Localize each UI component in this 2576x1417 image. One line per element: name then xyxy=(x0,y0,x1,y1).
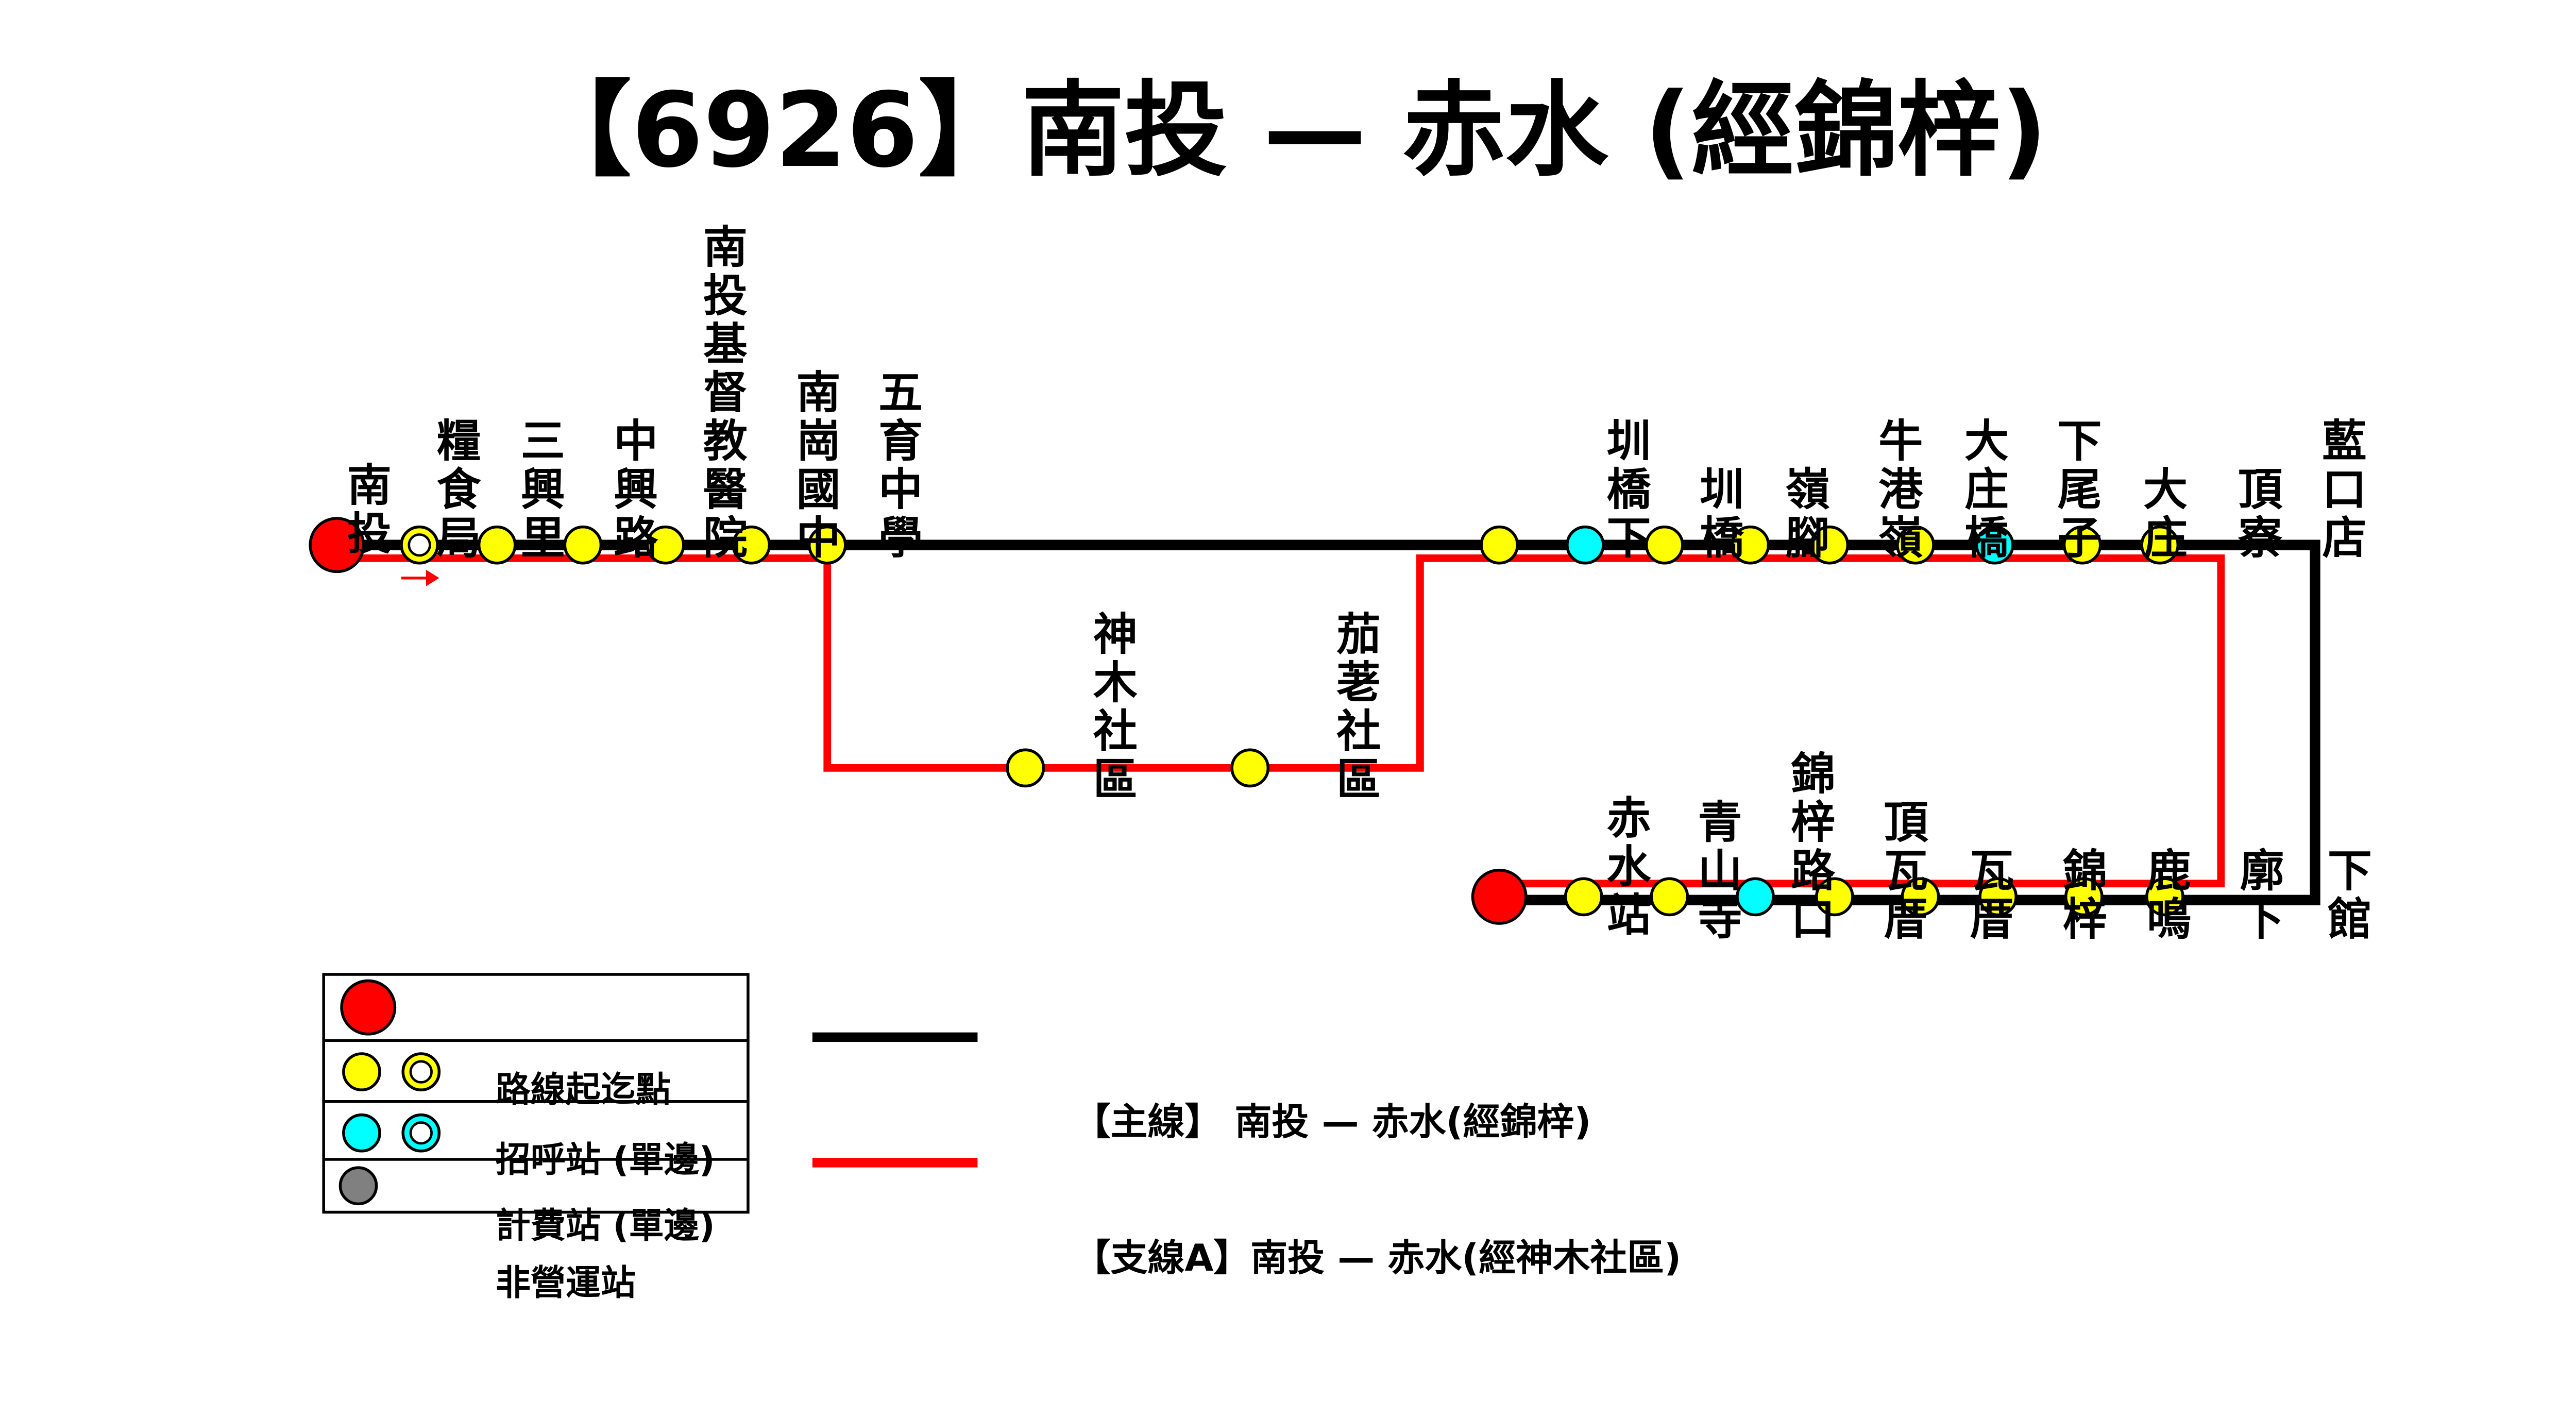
station-label: 南崗國中 xyxy=(788,368,840,563)
station-marker-stop xyxy=(2145,877,2184,917)
station-marker-stop xyxy=(477,525,517,565)
station-label: 錦梓路口 xyxy=(1783,750,1835,944)
station-marker-stop xyxy=(1006,748,1045,788)
legend-line-label: 【主線】 南投 — 赤水(經錦梓) xyxy=(1073,1100,1591,1143)
legend-terminal-icon xyxy=(340,979,397,1036)
station-marker-stop xyxy=(1901,877,1940,917)
station-label: 圳橋下 xyxy=(1598,417,1650,563)
station-label: 瓦厝 xyxy=(1961,847,2013,944)
station-label: 青山寺 xyxy=(1690,798,1742,944)
station-label: 廓下 xyxy=(2232,847,2284,944)
station-label: 大庄 xyxy=(2135,465,2187,563)
station-marker-fare xyxy=(1736,877,1775,917)
station-marker-stop xyxy=(1650,877,1689,917)
station-marker-stop xyxy=(2140,525,2180,565)
station-marker-stop xyxy=(807,525,847,565)
page-title: 【6926】南投 — 赤水 (經錦梓) xyxy=(528,71,2048,191)
station-marker-stop xyxy=(1645,525,1684,565)
station-label: 藍口店 xyxy=(2314,417,2366,563)
station-marker-terminal xyxy=(1471,868,1528,925)
station-label: 五育中學 xyxy=(870,368,922,563)
legend-symbol-label: 非營運站 xyxy=(495,1263,636,1304)
station-marker-fare xyxy=(1975,525,2014,565)
legend-symbol-label: 計費站 (單邊) xyxy=(495,1206,715,1247)
station-label: 嶺腳 xyxy=(1777,465,1829,563)
station-label: 茄荖社區 xyxy=(1328,610,1380,804)
station-label: 糧食局 xyxy=(428,417,480,563)
station-label: 頂寮 xyxy=(2230,465,2282,563)
arrow-right-icon xyxy=(426,569,439,586)
station-marker-stop xyxy=(2064,877,2104,917)
one-way-marker xyxy=(408,533,431,557)
legend-inactive-icon xyxy=(338,1166,378,1206)
station-marker-stop xyxy=(1815,877,1854,917)
legend-stop-icon xyxy=(342,1052,381,1091)
one-way-marker xyxy=(409,1060,433,1084)
station-label: 中興路 xyxy=(605,417,657,563)
station-label: 三興里 xyxy=(513,417,565,563)
station-label: 牛港嶺 xyxy=(1870,417,1922,563)
station-label: 神木社區 xyxy=(1085,610,1137,804)
station-marker-stop xyxy=(732,525,771,565)
station-label: 鹿鳴 xyxy=(2139,847,2191,944)
station-marker-stop xyxy=(1230,748,1270,788)
station-marker-stop xyxy=(1731,525,1770,565)
station-label: 圳橋 xyxy=(1691,465,1743,563)
station-label: 錦梓 xyxy=(2055,847,2107,944)
station-marker-stop xyxy=(1896,525,1935,565)
station-marker-stop xyxy=(1564,877,1603,917)
station-marker-stop xyxy=(1480,525,1519,565)
station-label: 下尾子 xyxy=(2049,417,2101,563)
station-label: 頂瓦厝 xyxy=(1876,798,1928,944)
legend-line-label: 【支線A】南投 — 赤水(經神木社區) xyxy=(1073,1236,1682,1279)
one-way-marker xyxy=(409,1121,433,1145)
station-label: 大庄橋 xyxy=(1956,417,2008,563)
station-marker-stop xyxy=(1978,877,2018,917)
station-marker-stop xyxy=(2062,525,2102,565)
station-label: 下館 xyxy=(2319,847,2371,944)
station-marker-stop xyxy=(646,525,685,565)
station-label: 南投基督教醫院 xyxy=(695,223,747,563)
main-line xyxy=(336,539,2320,905)
station-label: 赤水站 xyxy=(1598,794,1650,940)
station-marker-fare xyxy=(1566,525,1605,565)
branch-line xyxy=(336,554,2225,888)
station-marker-terminal xyxy=(309,517,365,573)
station-marker-stop xyxy=(1810,525,1850,565)
legend-symbol-label: 招呼站 (單邊) xyxy=(495,1139,715,1180)
station-marker-stop xyxy=(563,525,603,565)
legend-symbol-label: 路線起迄點 xyxy=(495,1070,671,1111)
legend-fare-icon xyxy=(342,1113,381,1153)
station-label: 南投 xyxy=(339,461,391,559)
